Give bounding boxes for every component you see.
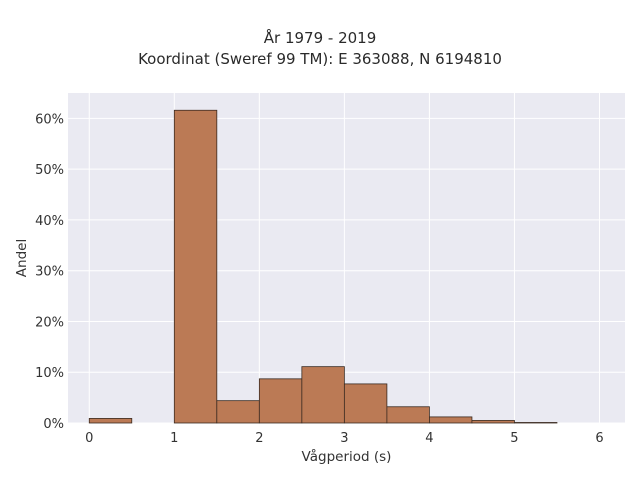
histogram-bar (258, 378, 303, 424)
histogram-bar (88, 418, 133, 424)
histogram-bar (173, 109, 218, 424)
histogram-bar (514, 422, 558, 424)
y-tick-label: 20% (35, 315, 64, 330)
bars-group (88, 109, 558, 424)
x-tick-label: 4 (425, 431, 433, 446)
y-tick-labels: 0% 10% 20% 30% 40% 50% 60% (35, 112, 64, 432)
histogram-bar (301, 366, 345, 424)
x-tick-label: 3 (340, 431, 348, 446)
x-tick-labels: 0 1 2 3 4 5 6 (85, 431, 604, 446)
x-tick-label: 5 (510, 431, 518, 446)
y-tick-label: 40% (35, 214, 64, 229)
y-tick-label: 50% (35, 163, 64, 178)
x-tick-label: 0 (85, 431, 93, 446)
plot-area (68, 93, 625, 423)
histogram-bar (429, 416, 473, 424)
chart-title-line-1: År 1979 - 2019 (263, 29, 377, 47)
y-tick-label: 30% (35, 265, 64, 280)
histogram-bar (471, 420, 515, 424)
y-tick-label: 10% (35, 366, 64, 381)
histogram-bar (216, 400, 260, 424)
y-tick-label: 60% (35, 112, 64, 127)
histogram-bar (386, 406, 430, 424)
x-tick-label: 1 (170, 431, 178, 446)
x-tick-label: 2 (255, 431, 263, 446)
y-tick-label: 0% (43, 417, 64, 432)
y-axis-label: Andel (14, 239, 30, 277)
x-axis-label: Vågperiod (s) (302, 448, 392, 465)
histogram-bar (343, 383, 388, 424)
x-tick-label: 6 (595, 431, 603, 446)
chart-title-line-2: Koordinat (Sweref 99 TM): E 363088, N 61… (138, 50, 502, 68)
